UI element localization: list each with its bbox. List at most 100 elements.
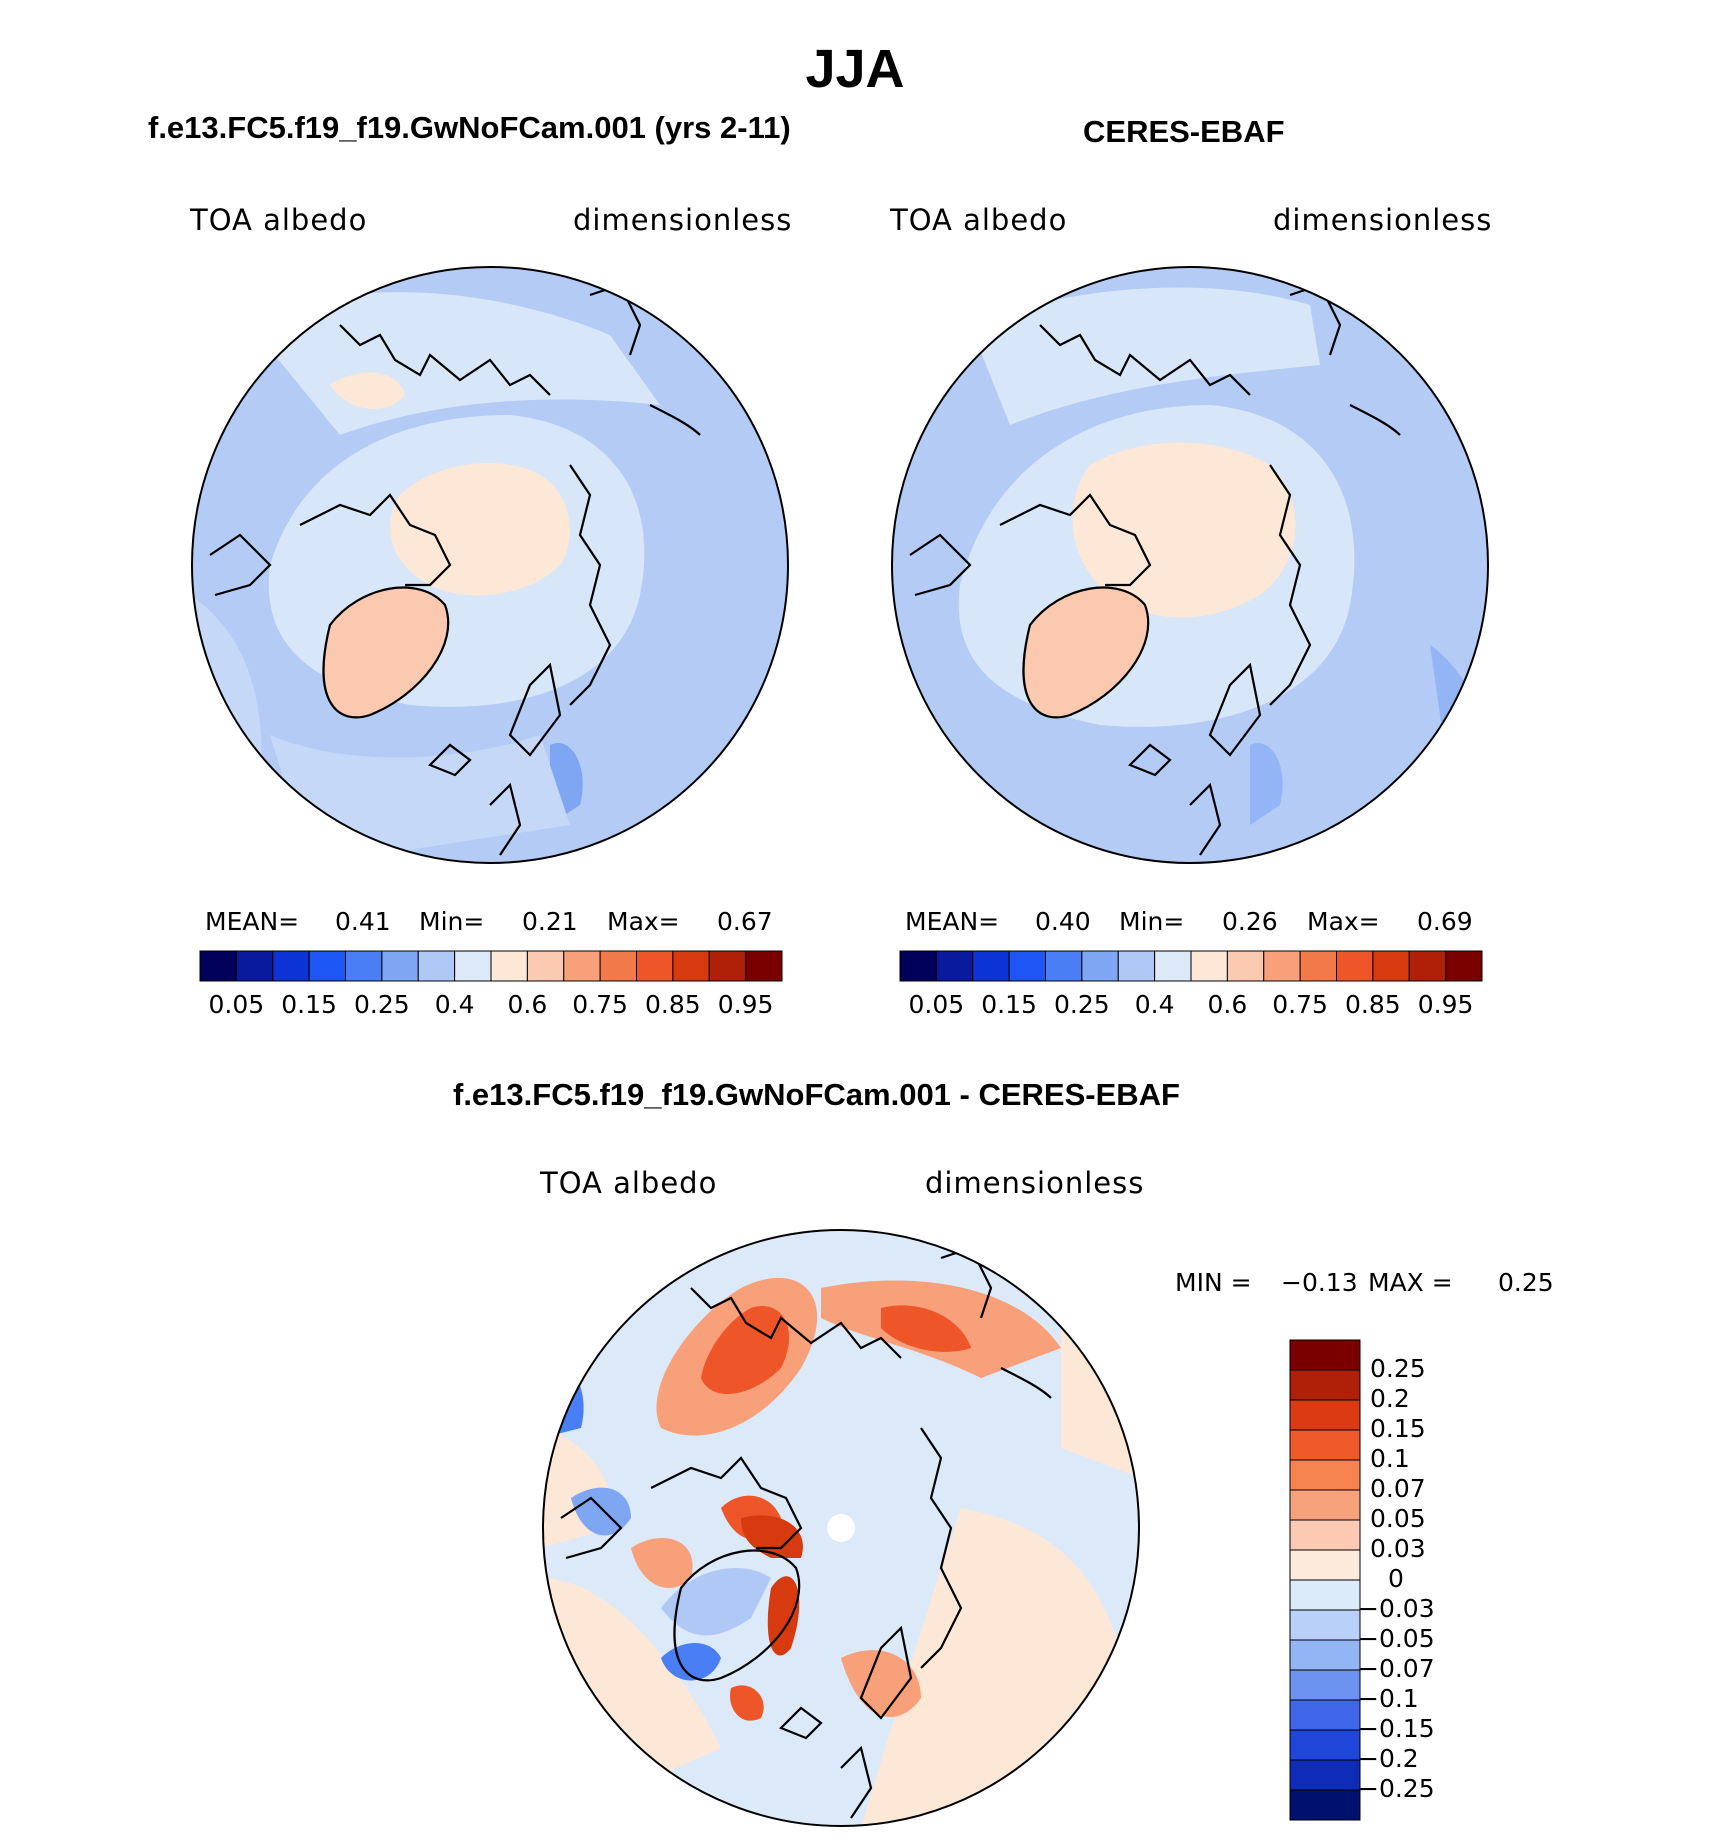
- panel3-colorbar-ticks: 0.25 0.2 0.15 0.1 0.07 0.05 0.03 0 −0.03 −0.05 −0.…: [1358, 1340, 1520, 1820]
- panel2-colorbar: [899, 950, 1483, 982]
- panel3-colorbar-swatch: [1289, 1789, 1361, 1821]
- panel3-colorbar-swatch: [1289, 1429, 1361, 1461]
- panel2-colorbar-swatch: [1445, 950, 1483, 982]
- panel1-title: f.e13.FC5.f19_f19.GwNoFCam.001 (yrs 2-11…: [148, 110, 791, 145]
- panel2-colorbar-swatch: [1190, 950, 1228, 982]
- panel1-colorbar-tick-label: 0.25: [354, 990, 410, 1019]
- panel2-colorbar-swatch: [935, 950, 974, 982]
- panel1-colorbar-swatch: [381, 950, 419, 982]
- panel3-polar-map: [542, 1229, 1140, 1827]
- panel3-colorbar-tick-label: 0.03: [1370, 1534, 1426, 1563]
- panel2-colorbar-tick-label: 0.4: [1134, 990, 1175, 1019]
- panel1-colorbar-tick-label: 0.95: [717, 990, 774, 1019]
- panel2-max-value: 0.69: [1417, 907, 1473, 936]
- panel2-max-label: Max=: [1307, 907, 1380, 936]
- panel2-colorbar-swatch: [1336, 950, 1374, 982]
- panel2-min-label: Min=: [1119, 907, 1185, 936]
- panel1-colorbar-swatch: [745, 950, 783, 982]
- panel2-colorbar-tick-label: 0.75: [1272, 990, 1328, 1019]
- panel3-colorbar-swatch: [1289, 1729, 1361, 1761]
- panel3-colorbar-swatch: [1289, 1699, 1361, 1731]
- panel1-colorbar-swatch: [454, 950, 492, 982]
- panel1-colorbar-tick-label: 0.4: [434, 990, 475, 1019]
- panel1-colorbar-tick-label: 0.6: [507, 990, 548, 1019]
- panel2-units-label: dimensionless: [1273, 203, 1493, 237]
- panel3-colorbar-swatch: [1289, 1369, 1361, 1401]
- panel2-colorbar-swatch: [899, 950, 937, 982]
- panel3-colorbar-tick-label: 0: [1388, 1564, 1404, 1593]
- panel3-colorbar-tick-label: −0.05: [1358, 1624, 1435, 1653]
- panel3-colorbar-tick-label: 0.25: [1370, 1354, 1426, 1383]
- panel1-units-label: dimensionless: [573, 203, 793, 237]
- panel1-mean-label: MEAN=: [205, 907, 300, 936]
- panel3-colorbar-tick-label: 0.07: [1370, 1474, 1426, 1503]
- panel2-colorbar-swatch: [1263, 950, 1301, 982]
- panel1-colorbar-swatch: [199, 950, 237, 982]
- panel1-colorbar-swatch: [235, 950, 274, 982]
- panel1-colorbar-swatch: [417, 950, 456, 982]
- panel3-colorbar-swatch: [1289, 1759, 1361, 1791]
- panel1-colorbar-tick-label: 0.15: [281, 990, 337, 1019]
- panel1-colorbar-tick-label: 0.75: [572, 990, 628, 1019]
- panel1-colorbar-swatch: [599, 950, 637, 982]
- panel2-title: CERES-EBAF: [1083, 114, 1285, 149]
- panel2-colorbar-tick-label: 0.85: [1345, 990, 1401, 1019]
- panel3-colorbar-tick-label: 0.1: [1370, 1444, 1410, 1473]
- panel3-colorbar-swatch: [1289, 1549, 1361, 1581]
- panel3-colorbar-swatch: [1289, 1669, 1361, 1701]
- panel3-max-label: MAX =: [1368, 1268, 1453, 1297]
- panel2-colorbar-tick-label: 0.05: [908, 990, 965, 1019]
- panel1-mean-value: 0.41: [335, 907, 391, 936]
- panel1-polar-map: [191, 266, 789, 864]
- panel3-min-label: MIN =: [1175, 1268, 1252, 1297]
- panel2-min-value: 0.26: [1222, 907, 1278, 936]
- panel1-colorbar-swatch: [672, 950, 710, 982]
- panel1-max-label: Max=: [607, 907, 680, 936]
- panel2-colorbar-swatch: [1081, 950, 1119, 982]
- panel3-max-value: 0.25: [1498, 1268, 1554, 1297]
- panel2-colorbar-tick-label: 0.25: [1054, 990, 1110, 1019]
- panel2-colorbar-tick-label: 0.6: [1207, 990, 1248, 1019]
- panel2-mean-label: MEAN=: [905, 907, 1000, 936]
- panel2-colorbar-tick-label: 0.15: [981, 990, 1037, 1019]
- panel2-colorbar-swatch: [1117, 950, 1156, 982]
- panel3-colorbar-tick-label: −0.25: [1358, 1774, 1435, 1803]
- panel3-colorbar-tick-label: −0.07: [1358, 1654, 1435, 1683]
- panel2-variable-label: TOA albedo: [890, 203, 1068, 237]
- panel1-colorbar: [199, 950, 783, 982]
- panel1-colorbar-swatch: [490, 950, 528, 982]
- panel2-colorbar-swatch: [1008, 950, 1046, 982]
- panel3-variable-label: TOA albedo: [540, 1166, 718, 1200]
- panel2-colorbar-tick-label: 0.95: [1417, 990, 1474, 1019]
- panel3-colorbar-swatch: [1289, 1489, 1361, 1521]
- panel3-colorbar-swatch: [1289, 1399, 1361, 1431]
- panel1-min-value: 0.21: [522, 907, 578, 936]
- panel3-colorbar-swatch: [1289, 1579, 1361, 1611]
- panel3-min-value: −0.13: [1281, 1268, 1358, 1297]
- panel2-colorbar-swatch: [1299, 950, 1337, 982]
- panel2-colorbar-swatch: [972, 950, 1010, 982]
- panel3-colorbar-tick-label: −0.03: [1358, 1594, 1435, 1623]
- panel1-min-label: Min=: [419, 907, 485, 936]
- panel1-colorbar-swatch: [708, 950, 747, 982]
- panel2-colorbar-ticks: 0.05 0.15 0.25 0.4 0.6 0.75 0.85 0.95: [900, 990, 1482, 1020]
- panel3-colorbar-tick-label: −0.15: [1358, 1714, 1435, 1743]
- panel3-colorbar-tick-label: 0.05: [1370, 1504, 1426, 1533]
- panel3-colorbar-tick-label: 0.2: [1370, 1384, 1410, 1413]
- panel2-colorbar-swatch: [1226, 950, 1265, 982]
- panel2-colorbar-swatch: [1408, 950, 1447, 982]
- panel2-polar-map: [891, 266, 1489, 864]
- page-title: JJA: [805, 39, 905, 99]
- panel3-colorbar-swatch: [1289, 1519, 1361, 1551]
- panel3-colorbar-swatch: [1289, 1639, 1361, 1671]
- panel3-colorbar-swatch: [1289, 1459, 1361, 1491]
- panel1-colorbar-swatch: [526, 950, 565, 982]
- panel3-title: f.e13.FC5.f19_f19.GwNoFCam.001 - CERES-E…: [453, 1077, 1180, 1112]
- panel1-colorbar-swatch: [636, 950, 674, 982]
- panel3-colorbar-swatch: [1289, 1339, 1361, 1371]
- panel1-colorbar-swatch: [345, 950, 383, 982]
- panel3-colorbar: [1289, 1339, 1361, 1821]
- panel1-max-value: 0.67: [717, 907, 773, 936]
- panel3-colorbar-tick-label: −0.2: [1358, 1744, 1419, 1773]
- panel3-colorbar-tick-label: 0.15: [1370, 1414, 1426, 1443]
